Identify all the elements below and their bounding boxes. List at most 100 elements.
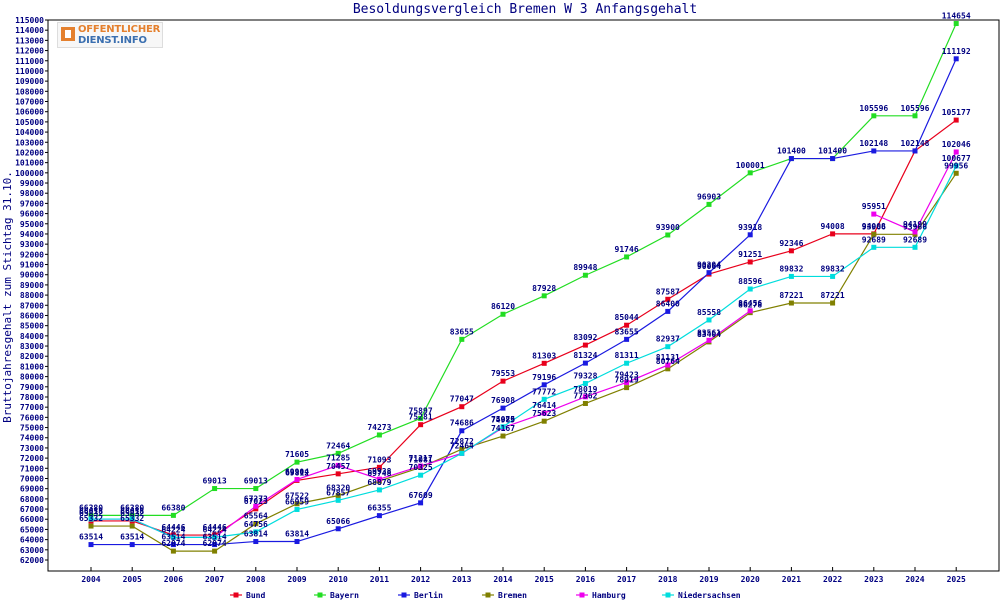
data-point [665,344,671,350]
data-point [582,394,588,400]
data-label: 68320 [326,484,350,493]
data-point [294,506,300,512]
data-point [459,428,465,434]
y-tick-label: 102000 [15,148,44,157]
y-tick-label: 100000 [15,169,44,178]
data-label: 111192 [942,47,971,56]
data-point [830,156,836,162]
data-label: 64224 [161,525,185,534]
data-point [541,410,547,416]
data-point [212,542,218,548]
data-point [747,232,753,238]
data-label: 90064 [697,262,721,271]
x-tick-label: 2020 [741,575,760,584]
data-point [953,56,959,62]
data-label: 67023 [244,497,268,506]
x-tick-label: 2023 [864,575,883,584]
x-tick-label: 2006 [164,575,183,584]
data-label: 79423 [615,370,639,379]
data-point [788,300,794,306]
y-tick-label: 85000 [20,322,44,331]
data-label: 67522 [285,492,309,501]
data-label: 83655 [615,327,639,336]
legend-swatch-marker [401,592,407,598]
data-point [953,21,959,27]
data-label: 71093 [367,455,391,464]
data-label: 69748 [367,469,391,478]
data-label: 63514 [161,533,185,542]
y-tick-label: 99000 [20,179,44,188]
data-point [624,385,630,391]
y-tick-label: 73000 [20,444,44,453]
y-tick-label: 83000 [20,342,44,351]
y-tick-label: 112000 [15,47,44,56]
logo-line-2: DIENST.INFO [78,35,147,46]
data-label: 85044 [615,313,639,322]
data-label: 87587 [656,287,680,296]
data-label: 67273 [244,494,268,503]
data-label: 114654 [942,12,971,21]
data-label: 76414 [532,401,556,410]
y-tick-label: 108000 [15,87,44,96]
data-point [253,521,259,527]
data-point [582,360,588,366]
data-label: 100001 [736,161,765,170]
logo-line-1: OFFENTLICHER [78,24,161,35]
data-point [129,523,135,529]
data-label: 65564 [244,512,268,521]
data-point [665,366,671,372]
data-point [871,231,877,237]
data-label: 95951 [862,202,886,211]
data-point [830,300,836,306]
data-label: 70457 [326,462,350,471]
x-tick-label: 2009 [287,575,306,584]
y-tick-label: 89000 [20,281,44,290]
y-tick-label: 68000 [20,495,44,504]
data-point [459,446,465,452]
data-label: 82937 [656,335,680,344]
data-label: 74686 [450,419,474,428]
data-label: 101400 [777,147,806,156]
y-tick-label: 98000 [20,189,44,198]
y-tick-label: 95000 [20,220,44,229]
data-label: 81311 [615,351,639,360]
y-tick-label: 91000 [20,261,44,270]
x-tick-label: 2004 [81,575,100,584]
data-point [335,497,341,503]
data-point [418,415,424,421]
y-tick-label: 105000 [15,118,44,127]
data-label: 69904 [285,467,309,476]
data-point [706,270,712,276]
data-point [253,486,259,492]
data-label: 75897 [409,406,433,415]
data-label: 66380 [79,503,103,512]
data-label: 94008 [862,222,886,231]
data-label: 65332 [120,514,144,523]
data-label: 62874 [161,539,185,548]
data-label: 75281 [409,413,433,422]
data-label: 79328 [573,371,597,380]
data-point [500,424,506,430]
data-label: 77047 [450,395,474,404]
data-point [665,296,671,302]
data-label: 92689 [862,235,886,244]
data-label: 83561 [697,328,721,337]
y-tick-label: 65000 [20,525,44,534]
data-point [624,379,630,385]
data-point [212,534,218,540]
data-label: 93900 [656,223,680,232]
data-point [170,548,176,554]
data-point [582,380,588,386]
data-point [129,542,135,548]
data-label: 102148 [859,139,888,148]
x-tick-label: 2016 [576,575,595,584]
x-tick-label: 2019 [699,575,718,584]
legend-label: Niedersachsen [678,590,741,600]
data-label: 63514 [203,533,227,542]
data-label: 89948 [573,263,597,272]
data-point [294,459,300,465]
data-label: 66018 [120,507,144,516]
y-tick-label: 69000 [20,485,44,494]
data-point [788,248,794,254]
data-point [912,148,918,154]
